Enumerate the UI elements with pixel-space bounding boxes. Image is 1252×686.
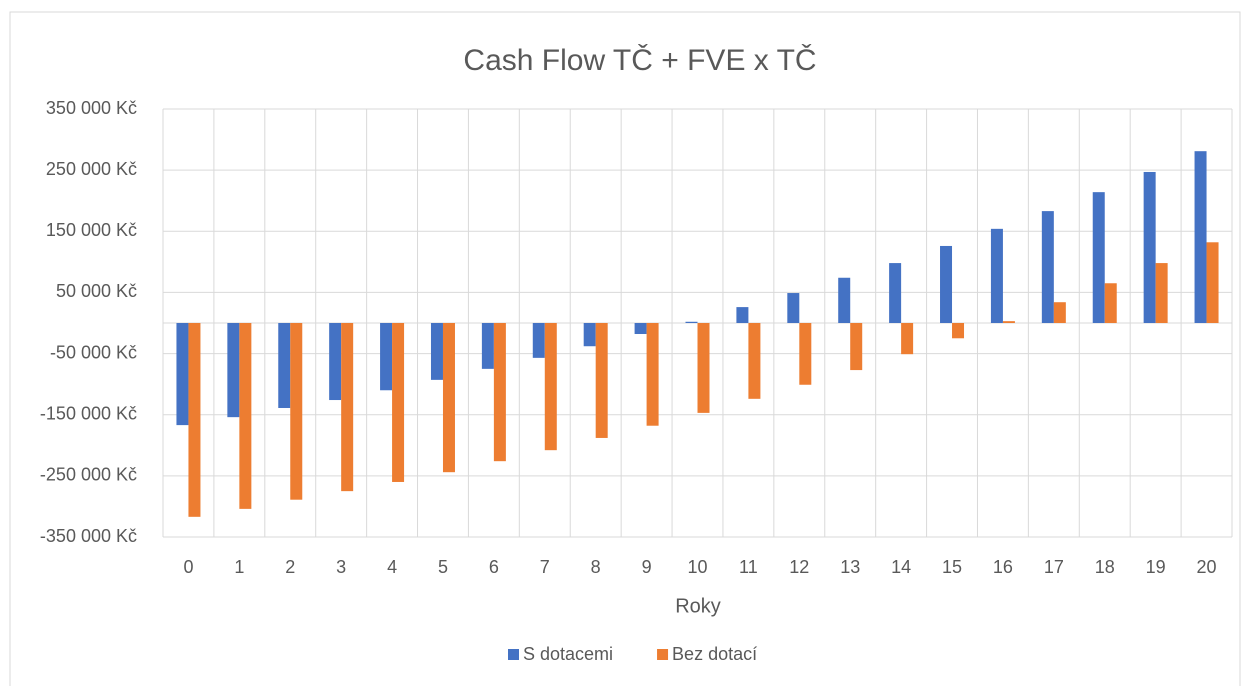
bar <box>442 323 455 473</box>
bar <box>380 323 393 391</box>
bar <box>697 323 710 413</box>
bar <box>290 323 303 500</box>
bar <box>278 323 291 408</box>
bar <box>889 263 902 323</box>
x-tick-label: 5 <box>438 557 448 577</box>
x-tick-label: 13 <box>840 557 860 577</box>
bar <box>787 293 800 323</box>
bar <box>952 323 965 339</box>
x-tick-label: 17 <box>1044 557 1064 577</box>
bar <box>1206 242 1219 323</box>
x-tick-label: 9 <box>642 557 652 577</box>
x-tick-label: 6 <box>489 557 499 577</box>
bar <box>1053 302 1066 323</box>
y-tick-label: -350 000 Kč <box>40 526 137 546</box>
chart-title: Cash Flow TČ + FVE x TČ <box>463 43 816 77</box>
x-tick-label: 15 <box>942 557 962 577</box>
bar <box>481 323 494 369</box>
bar <box>583 323 596 347</box>
bar <box>990 228 1003 323</box>
bar <box>850 323 863 371</box>
x-tick-label: 3 <box>336 557 346 577</box>
bar <box>1092 192 1105 323</box>
bar <box>544 323 557 451</box>
x-tick-label: 0 <box>183 557 193 577</box>
x-tick-label: 18 <box>1095 557 1115 577</box>
y-tick-label: 150 000 Kč <box>46 220 137 240</box>
y-tick-label: 350 000 Kč <box>46 98 137 118</box>
bar <box>799 323 812 385</box>
bar <box>1104 283 1117 323</box>
x-tick-label: 10 <box>687 557 707 577</box>
x-tick-label: 14 <box>891 557 911 577</box>
bar <box>176 323 189 426</box>
y-tick-label: -250 000 Kč <box>40 465 137 485</box>
x-tick-label: 12 <box>789 557 809 577</box>
x-tick-label: 11 <box>739 557 758 577</box>
bar <box>748 323 761 399</box>
legend-label: Bez dotací <box>672 644 757 664</box>
bar <box>392 323 405 482</box>
x-tick-label: 16 <box>993 557 1013 577</box>
y-tick-label: -50 000 Kč <box>50 342 137 362</box>
bar <box>595 323 608 438</box>
bar <box>1041 211 1054 323</box>
x-tick-label: 20 <box>1197 557 1217 577</box>
x-tick-label: 2 <box>285 557 295 577</box>
bar <box>493 323 506 462</box>
bar <box>634 323 647 335</box>
bar <box>430 323 443 380</box>
bar <box>239 323 252 509</box>
x-tick-label: 1 <box>234 557 244 577</box>
y-tick-label: 50 000 Kč <box>56 281 137 301</box>
bar <box>1155 263 1168 323</box>
bar <box>838 277 851 323</box>
bar <box>736 307 749 323</box>
y-tick-label: 250 000 Kč <box>46 159 137 179</box>
x-tick-label: 4 <box>387 557 397 577</box>
x-axis-label: Roky <box>675 595 721 617</box>
bar <box>329 323 342 401</box>
x-tick-label: 8 <box>591 557 601 577</box>
x-tick-label: 7 <box>540 557 550 577</box>
bar <box>1194 151 1207 323</box>
bar <box>940 245 953 323</box>
chart-frame <box>9 11 1241 686</box>
bar <box>1002 321 1015 323</box>
legend-swatch <box>508 649 519 660</box>
bar <box>646 323 659 426</box>
bar <box>227 323 240 418</box>
bar <box>1143 171 1156 323</box>
bar <box>341 323 354 492</box>
legend-swatch <box>657 649 669 660</box>
y-tick-label: -150 000 Kč <box>40 403 137 423</box>
x-tick-label: 19 <box>1146 557 1166 577</box>
bar <box>685 321 698 323</box>
bar <box>532 323 545 358</box>
bar <box>901 323 914 355</box>
legend-label: S dotacemi <box>523 644 613 664</box>
bar <box>188 323 201 517</box>
